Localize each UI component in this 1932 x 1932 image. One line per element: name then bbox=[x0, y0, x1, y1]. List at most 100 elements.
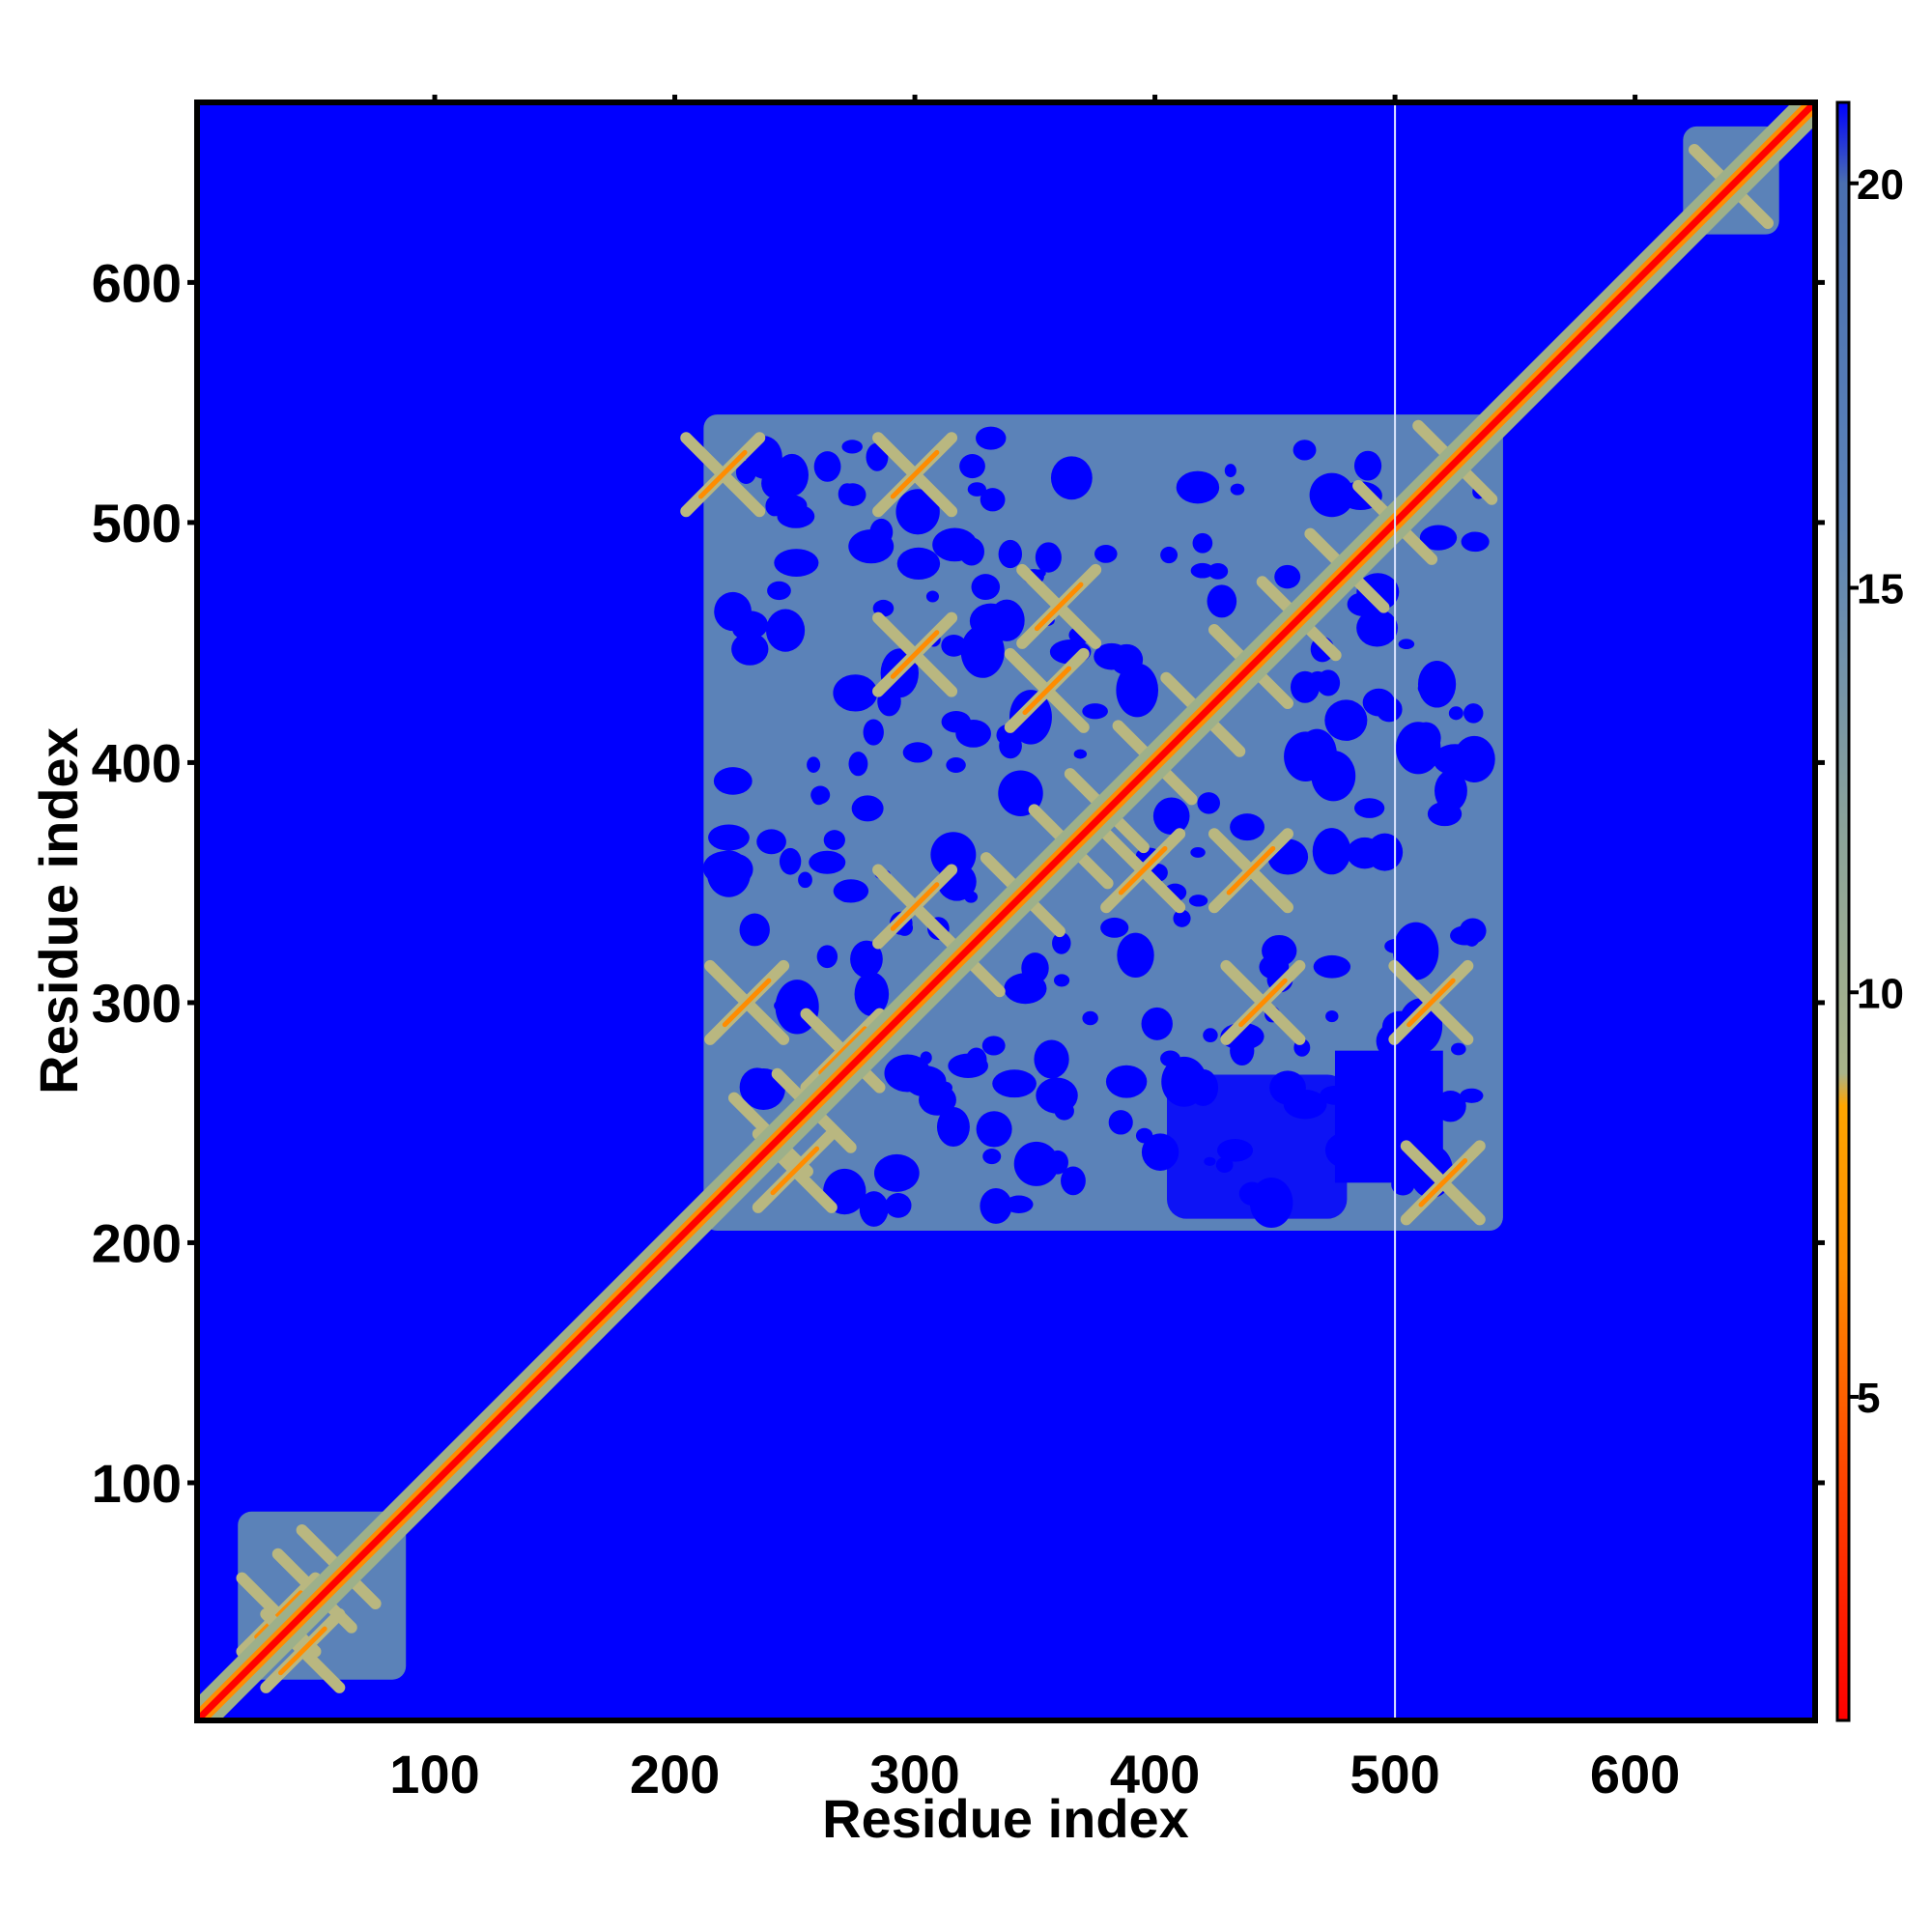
non-contact-spot bbox=[1105, 1065, 1148, 1098]
non-contact-spot bbox=[1160, 546, 1179, 564]
non-contact-spot bbox=[1262, 934, 1297, 967]
non-contact-spot bbox=[1035, 542, 1062, 573]
non-contact-spot bbox=[809, 850, 846, 874]
x-tick-label: 200 bbox=[630, 1744, 720, 1804]
non-contact-spot bbox=[1108, 1110, 1133, 1135]
non-contact-spot bbox=[969, 603, 1012, 639]
contact-cross-core bbox=[254, 1590, 303, 1639]
y-tick-label: 300 bbox=[92, 973, 182, 1034]
non-contact-spot bbox=[873, 1153, 920, 1192]
non-contact-spot bbox=[767, 581, 791, 601]
contact-cross-core bbox=[890, 630, 940, 679]
y-axis-title: Residue index bbox=[28, 727, 89, 1094]
non-contact-spot bbox=[1460, 1088, 1484, 1103]
non-contact-spot bbox=[850, 940, 883, 979]
non-contact-spot bbox=[859, 1191, 889, 1227]
non-contact-spot bbox=[732, 619, 762, 640]
non-contact-spot bbox=[713, 767, 753, 795]
x-axis-ticks: 100 200 300 400 500 600 bbox=[389, 95, 1680, 1804]
non-contact-spot bbox=[810, 785, 831, 805]
non-contact-spot bbox=[1274, 564, 1301, 589]
colorbar-scale bbox=[1835, 100, 1851, 1722]
non-contact-spot bbox=[823, 830, 845, 850]
non-contact-spot bbox=[1176, 470, 1220, 504]
y-tick-label: 200 bbox=[92, 1212, 182, 1273]
non-contact-spot bbox=[943, 842, 969, 864]
non-contact-spot bbox=[756, 829, 786, 855]
non-contact-spot bbox=[1192, 532, 1213, 554]
non-contact-spot bbox=[980, 488, 1006, 512]
non-contact-spot bbox=[1448, 706, 1463, 721]
non-contact-spot bbox=[946, 757, 966, 773]
non-contact-spot bbox=[1190, 847, 1206, 858]
x-tick-label: 100 bbox=[389, 1744, 479, 1804]
non-contact-spot bbox=[1173, 909, 1191, 927]
contact-cross-core bbox=[1034, 582, 1084, 632]
non-contact-spot bbox=[971, 574, 1001, 601]
non-contact-spot bbox=[967, 482, 986, 497]
non-contact-spot bbox=[838, 483, 857, 505]
non-contact-spot bbox=[885, 1192, 912, 1218]
non-contact-spot bbox=[1433, 744, 1477, 776]
non-contact-spot bbox=[777, 504, 815, 528]
non-contact-spot bbox=[1366, 833, 1404, 871]
non-contact-spot bbox=[1094, 642, 1130, 670]
non-contact-spot bbox=[959, 454, 985, 479]
colorbar-tick-label: 20 bbox=[1857, 161, 1904, 209]
non-contact-spot bbox=[807, 756, 821, 773]
non-contact-spot bbox=[955, 720, 991, 748]
contact-cross-core bbox=[722, 978, 772, 1028]
non-contact-spot bbox=[1419, 525, 1458, 551]
contact-cross-core bbox=[1418, 1158, 1468, 1208]
non-contact-spot bbox=[1082, 1010, 1098, 1026]
non-contact-spot bbox=[919, 1084, 956, 1116]
plot-frame bbox=[194, 99, 1818, 1723]
contact-cross-core bbox=[1118, 845, 1168, 895]
non-contact-spot bbox=[1463, 703, 1484, 724]
non-contact-spot bbox=[739, 913, 770, 947]
colorbar-tick-label: 10 bbox=[1857, 970, 1904, 1017]
colorbar: 5 10 15 20 bbox=[1835, 100, 1904, 1722]
y-tick-label: 400 bbox=[92, 732, 182, 793]
contact-cross-core bbox=[1022, 666, 1072, 716]
non-contact-spot bbox=[1094, 545, 1118, 563]
diagonal-band bbox=[197, 102, 1815, 1720]
non-contact-spot bbox=[798, 871, 812, 889]
x-axis-title: Residue index bbox=[822, 1788, 1189, 1849]
non-contact-spot bbox=[779, 847, 802, 875]
non-contact-spot bbox=[863, 719, 884, 746]
non-contact-spot bbox=[706, 850, 751, 897]
non-contact-spot bbox=[1046, 1150, 1068, 1175]
contact-cross-core bbox=[1226, 845, 1276, 895]
non-contact-spot bbox=[976, 426, 1007, 450]
non-contact-spot bbox=[816, 945, 838, 969]
non-contact-spot bbox=[1082, 703, 1108, 720]
non-contact-spot bbox=[1117, 932, 1154, 979]
y-axis-ticks: 100 200 300 400 500 600 bbox=[92, 252, 1825, 1514]
non-contact-spot bbox=[1395, 722, 1441, 775]
non-contact-spot bbox=[902, 742, 933, 763]
non-contact-spot bbox=[1398, 929, 1425, 948]
plot-area bbox=[197, 102, 1815, 1720]
non-contact-spot bbox=[1459, 918, 1487, 944]
non-contact-spot bbox=[1013, 1141, 1059, 1186]
contact-cross-core bbox=[890, 882, 940, 931]
non-contact-spot bbox=[1398, 639, 1415, 650]
non-contact-spot bbox=[1190, 562, 1214, 579]
non-contact-spot bbox=[964, 891, 979, 903]
non-contact-spot bbox=[1034, 1039, 1069, 1079]
contact-cross-core bbox=[818, 1026, 867, 1075]
non-contact-spot bbox=[1461, 531, 1490, 553]
non-contact-spot bbox=[775, 453, 809, 497]
non-contact-spot bbox=[1073, 749, 1088, 759]
non-contact-spot bbox=[896, 547, 941, 581]
non-contact-spot bbox=[731, 632, 769, 666]
non-contact-spot bbox=[851, 795, 884, 822]
non-contact-spot bbox=[981, 1036, 1006, 1056]
non-contact-spot bbox=[1188, 895, 1208, 907]
non-contact-spot bbox=[1417, 661, 1457, 708]
non-contact-spot bbox=[948, 1053, 988, 1078]
non-contact-spot bbox=[941, 634, 967, 657]
non-contact-spot bbox=[1034, 569, 1046, 578]
contact-cross-core bbox=[890, 449, 940, 499]
